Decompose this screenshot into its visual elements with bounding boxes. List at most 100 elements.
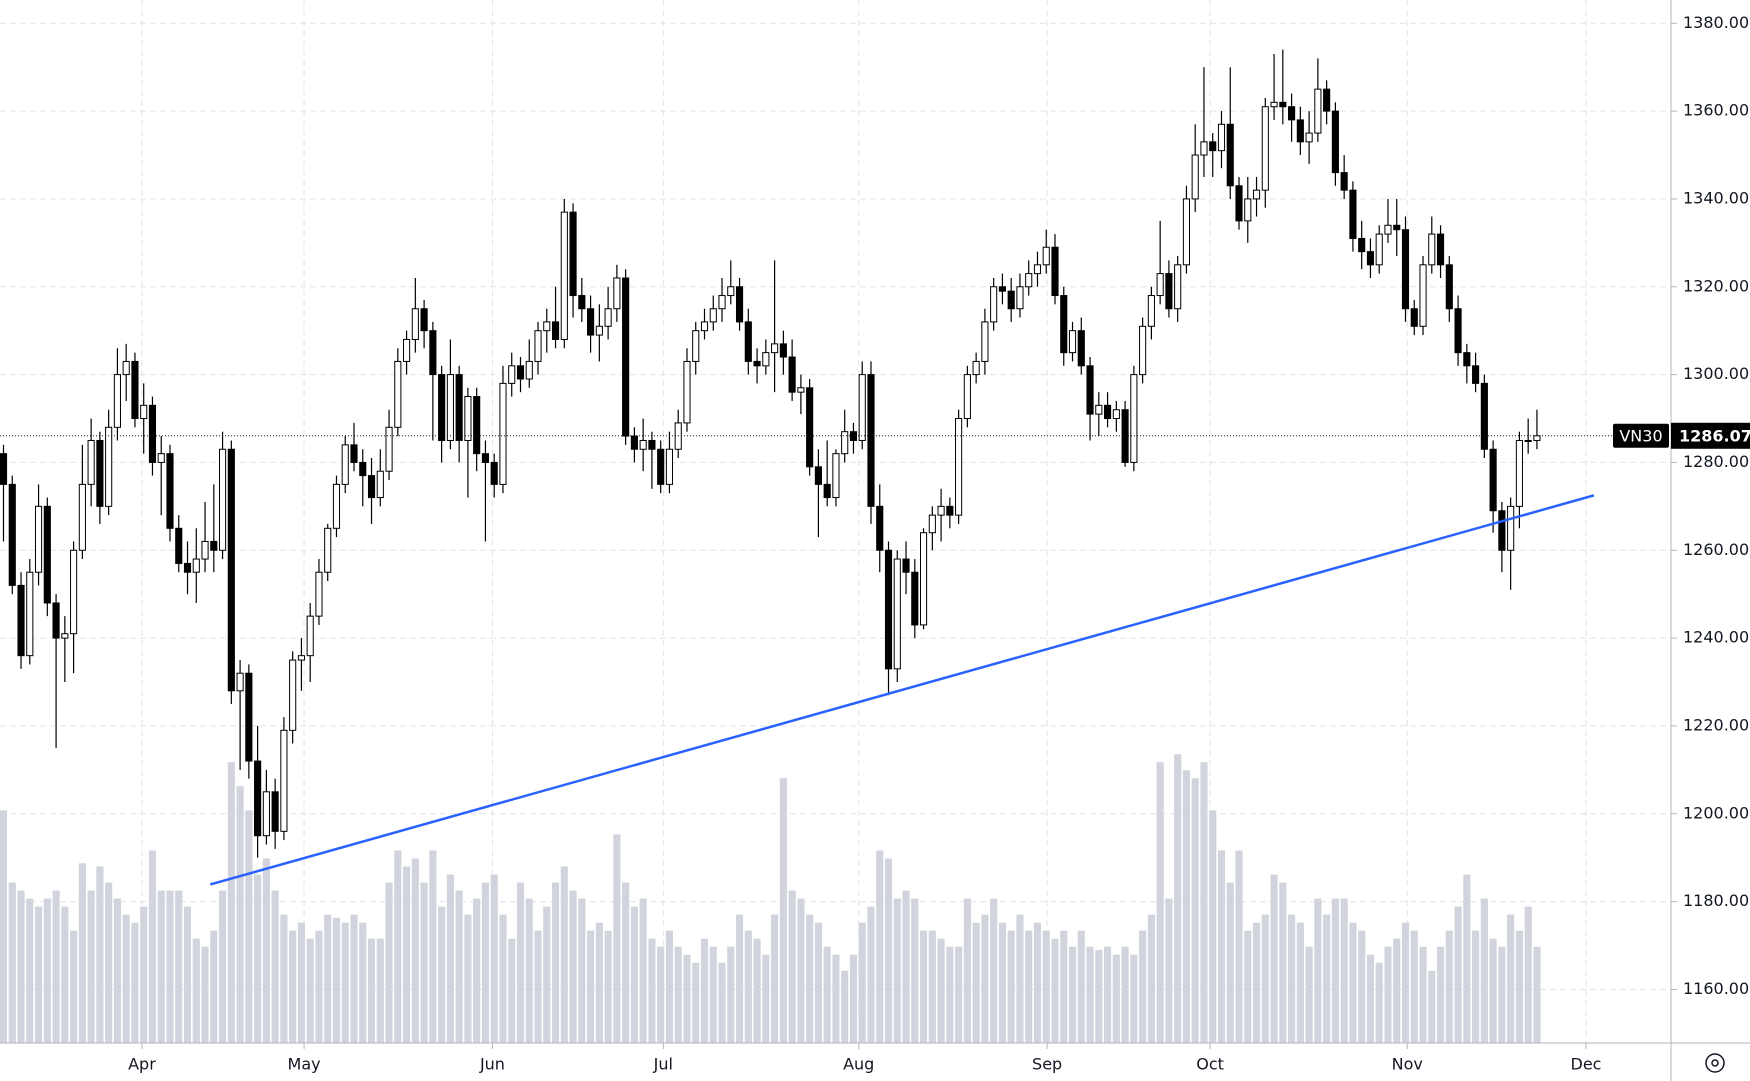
volume-bar [1524,906,1532,1043]
x-tick-label: Nov [1392,1055,1423,1074]
candle-body [1033,264,1042,275]
volume-bar [499,914,507,1043]
candle-body [1358,237,1366,253]
candle-body [157,453,165,463]
candle-body [490,461,498,485]
candle-body [1279,101,1287,108]
volume-bar [359,922,367,1043]
candle-body [420,308,428,332]
volume-bar [1472,930,1480,1043]
volume-bar [683,954,691,1043]
candle-body [744,321,752,362]
volume-bar [1261,914,1269,1043]
candle-body [1472,365,1480,384]
trend-line [209,494,1595,886]
volume-bar [446,874,454,1043]
volume-bar [227,762,235,1043]
volume-bar [1130,954,1138,1043]
volume-bar [990,898,998,1043]
volume-bar [271,890,279,1043]
candle-body [1463,352,1471,367]
settings-icon-center[interactable] [1711,1059,1719,1067]
y-tick-label: 1320.00 [1683,276,1749,295]
candle-body [105,426,113,507]
candle-body [297,655,305,661]
candle-body [779,343,787,358]
last-price-tag [1671,422,1750,449]
volume-bar [490,874,498,1043]
candle-body [254,760,262,837]
volume-bar [1156,762,1164,1043]
volume-bar [1454,906,1462,1043]
candle-body [1261,106,1269,191]
volume-bar [175,890,183,1043]
candle-body [1331,110,1339,174]
candle-body [43,505,51,604]
candle-body [771,343,779,354]
candle-body [341,444,349,485]
volume-bar [1165,898,1173,1043]
candle-body [657,448,665,485]
candle-body [1226,123,1234,187]
volume-bar [534,930,542,1043]
volume-bar [34,906,43,1043]
settings-icon[interactable] [1705,1053,1725,1073]
volume-bar [1226,882,1234,1043]
volume-bar [771,914,779,1043]
volume-bar [1060,930,1068,1043]
volume-bar [1033,922,1042,1043]
volume-bar [1498,946,1506,1043]
candle-body [289,659,297,731]
candle-body [508,365,516,384]
candle-body [1165,273,1173,310]
candle-body [1217,123,1226,152]
volume-bar [1104,946,1112,1043]
candle-body [332,483,341,529]
volume-bar [516,882,525,1043]
candle-body [280,729,288,832]
candle-body [630,435,638,450]
volume-bar [1489,938,1497,1043]
volume-bar [1051,938,1059,1043]
volume-bar [26,898,34,1043]
volume-bar [972,922,980,1043]
settings-button[interactable] [1705,1053,1725,1073]
candle-body [823,483,831,499]
candle-body [131,360,139,420]
candle-body [52,602,60,639]
volume-bar [52,890,60,1043]
volume-bar [1515,930,1523,1043]
overlays [0,435,1671,886]
candle-body [429,330,437,376]
candle-body [797,387,805,393]
candle-body [1288,106,1296,121]
volume-bar [1279,882,1287,1043]
volume-bar [937,938,945,1043]
volume-bar [473,898,481,1043]
volume-bar [639,898,647,1043]
volume-bar [709,946,717,1043]
volume-bar [131,922,139,1043]
volume-bar [1147,914,1155,1043]
candle-body [1323,88,1331,112]
volume-bar [832,954,840,1043]
volume-bar [718,962,726,1043]
volume-bar [1436,946,1445,1043]
x-tick-label: Oct [1196,1055,1224,1074]
candle-body [902,558,910,573]
candle-body [446,374,454,441]
candle-body [218,448,227,551]
volume-bar [429,850,437,1043]
volume-bar [1235,850,1243,1043]
candle-body [1244,198,1252,222]
candle-body [1314,88,1322,134]
volume-bar [376,938,384,1043]
volume-bar [245,810,253,1043]
candle-body [893,558,901,670]
volume-bar [324,914,332,1043]
x-tick-label: Sep [1032,1055,1062,1074]
volume-bar [297,922,305,1043]
candle-body [700,321,709,332]
candle-body [140,404,148,420]
